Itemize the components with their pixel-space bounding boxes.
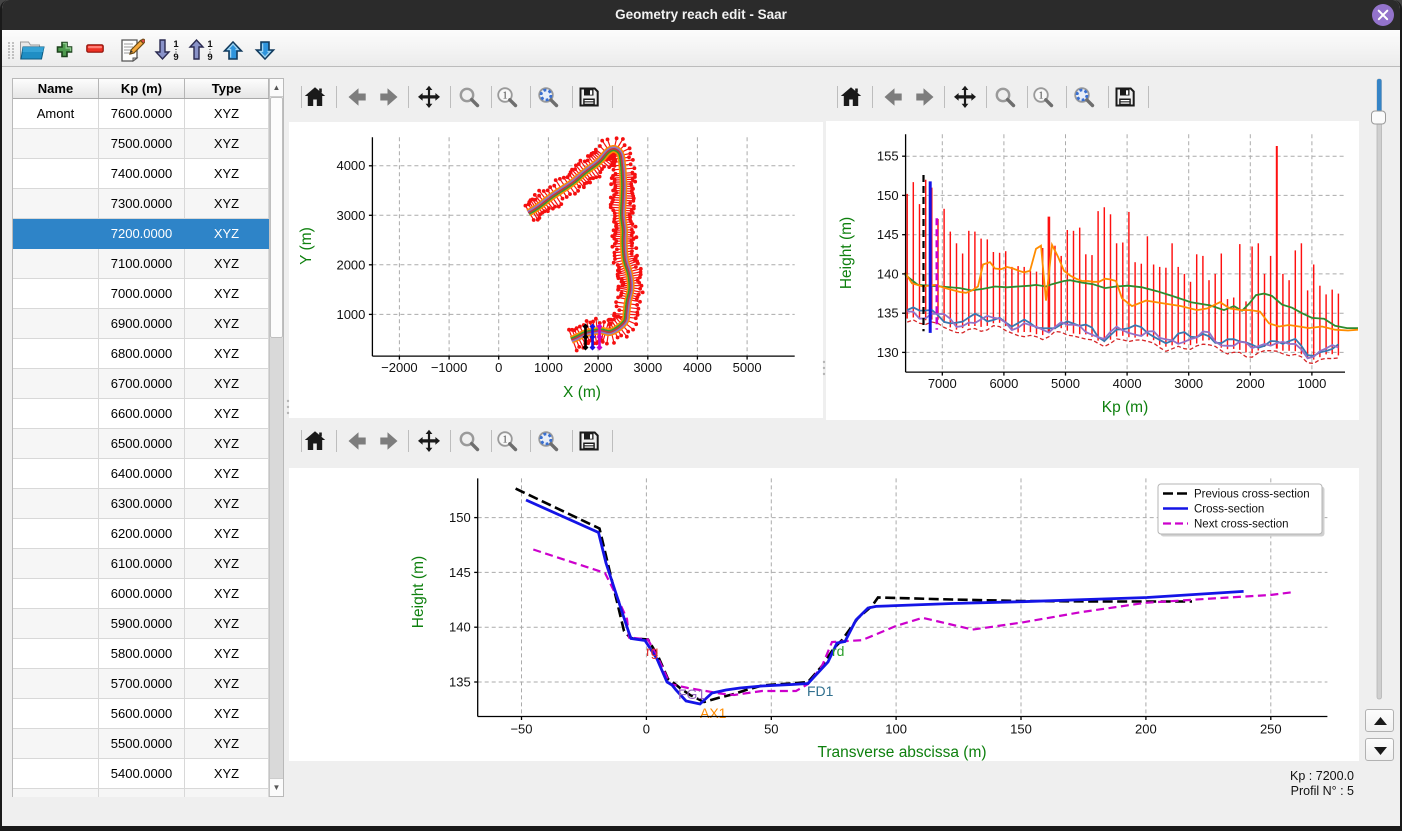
svg-text:150: 150 xyxy=(1010,722,1032,737)
svg-text:150: 150 xyxy=(877,188,899,203)
svg-text:1000: 1000 xyxy=(534,360,563,375)
svg-text:−50: −50 xyxy=(510,722,532,737)
svg-text:200: 200 xyxy=(1135,722,1157,737)
svg-text:5000: 5000 xyxy=(1051,376,1080,391)
svg-text:2000: 2000 xyxy=(1236,376,1265,391)
svg-text:4000: 4000 xyxy=(336,158,365,173)
svg-text:Cross-section: Cross-section xyxy=(1194,503,1264,515)
svg-text:Next cross-section: Next cross-section xyxy=(1194,518,1289,530)
svg-text:50: 50 xyxy=(764,722,778,737)
svg-text:Kp (m): Kp (m) xyxy=(1102,399,1149,416)
svg-text:3000: 3000 xyxy=(1174,376,1203,391)
svg-text:0: 0 xyxy=(643,722,650,737)
svg-text:Previous cross-section: Previous cross-section xyxy=(1194,488,1310,500)
svg-text:7000: 7000 xyxy=(928,376,957,391)
svg-text:3000: 3000 xyxy=(633,360,662,375)
svg-text:155: 155 xyxy=(877,149,899,164)
svg-text:145: 145 xyxy=(877,227,899,242)
svg-text:rd: rd xyxy=(832,643,844,659)
svg-text:Height (m): Height (m) xyxy=(410,556,427,628)
svg-text:140: 140 xyxy=(449,620,471,635)
svg-text:145: 145 xyxy=(449,565,471,580)
svg-text:FG1: FG1 xyxy=(678,686,705,702)
svg-text:3000: 3000 xyxy=(336,208,365,223)
svg-text:4000: 4000 xyxy=(1113,376,1142,391)
svg-text:9: 9 xyxy=(173,52,178,61)
svg-text:1: 1 xyxy=(173,39,179,50)
svg-text:150: 150 xyxy=(449,510,471,525)
svg-text:100: 100 xyxy=(885,722,907,737)
svg-text:4000: 4000 xyxy=(683,360,712,375)
svg-text:135: 135 xyxy=(449,675,471,690)
svg-text:250: 250 xyxy=(1260,722,1282,737)
svg-text:0: 0 xyxy=(495,360,502,375)
svg-text:−2000: −2000 xyxy=(381,360,418,375)
svg-text:2000: 2000 xyxy=(584,360,613,375)
svg-text:FD1: FD1 xyxy=(807,683,834,699)
svg-text:1: 1 xyxy=(207,39,213,50)
svg-text:X (m): X (m) xyxy=(563,384,601,401)
svg-text:9: 9 xyxy=(207,52,212,61)
svg-text:Y (m): Y (m) xyxy=(298,227,315,265)
svg-text:AX1: AX1 xyxy=(700,705,727,721)
svg-text:135: 135 xyxy=(877,306,899,321)
svg-text:rg: rg xyxy=(646,643,658,659)
svg-text:1000: 1000 xyxy=(1297,376,1326,391)
svg-text:1000: 1000 xyxy=(336,307,365,322)
svg-text:130: 130 xyxy=(877,345,899,360)
svg-text:Transverse abscissa (m): Transverse abscissa (m) xyxy=(817,744,986,761)
svg-text:2000: 2000 xyxy=(336,257,365,272)
svg-text:5000: 5000 xyxy=(733,360,762,375)
svg-text:−1000: −1000 xyxy=(431,360,468,375)
svg-text:6000: 6000 xyxy=(989,376,1018,391)
svg-text:140: 140 xyxy=(877,266,899,281)
svg-text:Height (m): Height (m) xyxy=(838,217,855,289)
